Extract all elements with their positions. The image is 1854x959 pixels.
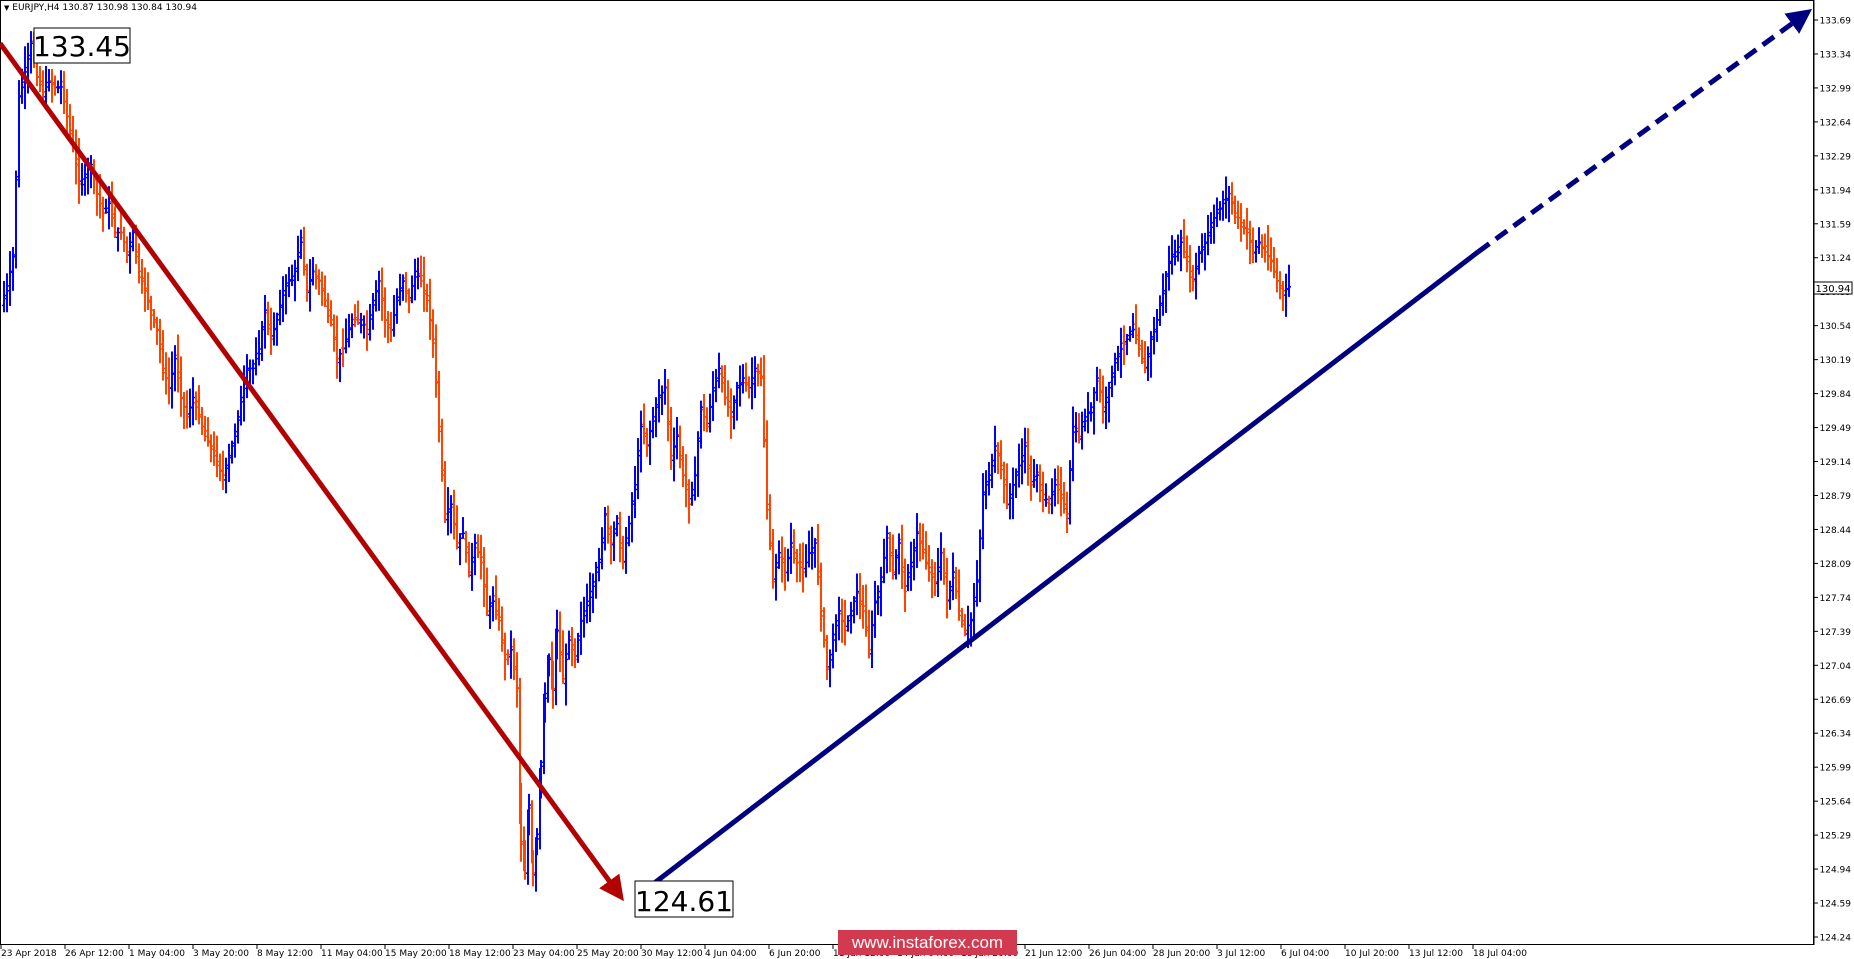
price-tick-label: 131.59 (1820, 220, 1852, 230)
price-tick-label: 125.99 (1820, 764, 1852, 774)
time-tick-label: 3 Jul 12:00 (1217, 949, 1266, 959)
current-price-marker: 130.94 (1813, 281, 1853, 295)
time-tick-label: 30 May 12:00 (641, 949, 703, 959)
high-price-label: 133.45 (33, 27, 131, 64)
time-tick-label: 6 Jun 20:00 (769, 949, 821, 959)
price-tick-label: 128.44 (1820, 526, 1852, 536)
chart-header: ▼ EURJPY,H4 130.87 130.98 130.84 130.94 (4, 3, 197, 13)
symbol-label: EURJPY,H4 (12, 3, 60, 13)
ohlc-readout: 130.87 130.98 130.84 130.94 (62, 3, 197, 13)
projected-trend-arrow (1476, 9, 1813, 254)
price-tick-label: 128.09 (1820, 560, 1852, 570)
time-tick-label: 25 May 20:00 (577, 949, 639, 959)
time-tick-label: 23 Apr 2018 (1, 949, 57, 959)
price-tick-label: 124.94 (1820, 866, 1852, 876)
price-tick-label: 128.79 (1820, 492, 1852, 502)
time-tick-label: 18 Jul 04:00 (1473, 949, 1527, 959)
price-tick-label: 130.54 (1820, 322, 1852, 332)
price-tick-label: 127.39 (1820, 628, 1852, 638)
price-tick-label: 124.59 (1820, 900, 1852, 910)
svg-text:124.61: 124.61 (635, 885, 733, 918)
time-tick-label: 13 Jul 12:00 (1409, 949, 1463, 959)
price-tick-label: 130.19 (1820, 356, 1852, 366)
down-trend-arrow (0, 41, 624, 902)
price-tick-label: 127.74 (1820, 594, 1852, 604)
time-tick-label: 6 Jul 04:00 (1281, 949, 1330, 959)
triangle-down-icon[interactable]: ▼ (4, 4, 10, 12)
price-tick-label: 133.69 (1820, 17, 1852, 27)
svg-text:130.94: 130.94 (1816, 284, 1851, 295)
time-tick-label: 11 May 04:00 (321, 949, 383, 959)
time-axis: 23 Apr 2018 26 Apr 12:00 1 May 04:00 3 May … (0, 945, 1527, 959)
price-tick-label: 126.69 (1820, 696, 1852, 706)
low-price-label: 124.61 (634, 880, 734, 918)
time-tick-label: 15 May 20:00 (385, 949, 447, 959)
time-tick-label: 3 May 20:00 (193, 949, 249, 959)
price-tick-label: 131.24 (1820, 254, 1852, 264)
price-tick-label: 132.29 (1820, 152, 1852, 162)
time-tick-label: 23 May 04:00 (513, 949, 575, 959)
price-tick-label: 129.14 (1820, 458, 1852, 468)
price-tick-label: 125.29 (1820, 832, 1852, 842)
svg-text:133.45: 133.45 (33, 30, 131, 63)
price-tick-label: 131.94 (1820, 186, 1852, 196)
time-tick-label: 8 May 12:00 (257, 949, 313, 959)
price-tick-label: 127.04 (1820, 662, 1852, 672)
time-tick-label: 1 May 04:00 (129, 949, 185, 959)
price-axis: 133.69 133.34 132.99 132.64 132.29 131.94 131.… (1813, 0, 1852, 945)
price-tick-label: 124.24 (1820, 934, 1852, 944)
price-tick-label: 125.64 (1820, 798, 1852, 808)
time-tick-label: 18 May 12:00 (449, 949, 511, 959)
price-tick-label: 129.49 (1820, 424, 1852, 434)
time-tick-label: 26 Apr 12:00 (65, 949, 124, 959)
price-tick-label: 126.34 (1820, 730, 1852, 740)
plot-frame (0, 0, 1814, 945)
time-tick-label: 28 Jun 20:00 (1153, 949, 1210, 959)
price-tick-label: 129.84 (1820, 390, 1852, 400)
trend-lines (0, 9, 1813, 902)
time-tick-label: 10 Jul 20:00 (1345, 949, 1399, 959)
up-trend-line (634, 249, 1480, 900)
price-tick-label: 132.64 (1820, 118, 1852, 128)
price-tick-label: 133.34 (1820, 50, 1852, 60)
price-tick-label: 132.99 (1820, 84, 1852, 94)
watermark: www.instaforex.com (838, 930, 1017, 955)
time-tick-label: 21 Jun 12:00 (1025, 949, 1082, 959)
time-tick-label: 4 Jun 04:00 (705, 949, 757, 959)
time-tick-label: 26 Jun 04:00 (1089, 949, 1146, 959)
